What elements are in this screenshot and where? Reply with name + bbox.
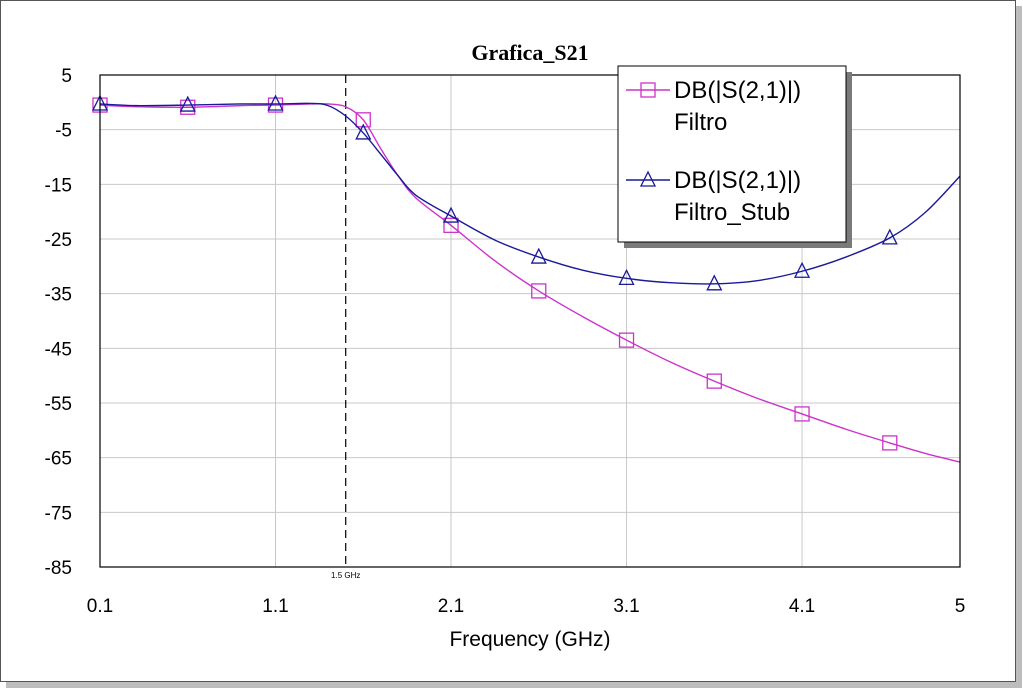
- marker-line: 1.5 GHz: [331, 75, 360, 580]
- x-tick-label: 3.1: [613, 596, 639, 617]
- data-point: [355, 123, 372, 140]
- x-tick-label: 4.1: [789, 596, 815, 617]
- data-point: [706, 373, 722, 389]
- x-tick-label: 1.1: [262, 596, 288, 617]
- legend-label: DB(|S(2,1)|): [674, 77, 801, 104]
- series-2: [91, 94, 961, 291]
- legend[interactable]: DB(|S(2,1)|) Filtro DB(|S(2,1)|) Filtro_Stu…: [617, 65, 852, 248]
- y-tick-label: -85: [45, 558, 72, 579]
- x-tick-labels: 0.1 1.1 2.1 3.1 4.1 5: [87, 596, 966, 617]
- y-tick-label: -55: [45, 394, 72, 415]
- y-tick-label: -35: [45, 285, 72, 306]
- data-point: [881, 228, 898, 245]
- y-tick-label: 5: [61, 66, 72, 87]
- series-line: [99, 103, 961, 463]
- data-point: [618, 332, 635, 348]
- legend-swatch-marker: [639, 170, 657, 187]
- data-point: [179, 95, 196, 112]
- legend-label: DB(|S(2,1)|): [674, 167, 801, 194]
- legend-box: [617, 65, 847, 243]
- data-point: [267, 97, 284, 113]
- y-tick-label: -65: [45, 449, 72, 470]
- chart-title: Grafica_S21: [471, 40, 588, 65]
- data-point: [267, 94, 284, 111]
- data-point: [794, 406, 810, 422]
- data-point: [442, 206, 460, 223]
- data-point: [180, 99, 196, 115]
- marker-label: 1.5 GHz: [331, 571, 360, 580]
- x-tick-label: 0.1: [87, 596, 113, 617]
- plot-area-border: [99, 74, 961, 568]
- legend-label: Filtro: [674, 109, 727, 136]
- data-point: [531, 283, 547, 299]
- y-tick-label: -5: [55, 121, 72, 142]
- y-tick-label: -45: [45, 339, 72, 360]
- y-tick-label: -15: [45, 175, 72, 196]
- data-point: [793, 261, 811, 278]
- x-axis-label: Frequency (GHz): [449, 628, 610, 651]
- series-line: [99, 102, 961, 285]
- x-tick-label: 2.1: [438, 596, 464, 617]
- series-group: [91, 94, 961, 463]
- data-point: [882, 435, 898, 451]
- y-tick-label: -25: [45, 230, 72, 251]
- y-tick-label: -75: [45, 503, 72, 524]
- legend-swatch-marker: [640, 82, 656, 98]
- data-point: [355, 112, 371, 128]
- data-point: [618, 268, 635, 286]
- data-point: [443, 217, 459, 233]
- x-tick-label: 5: [955, 596, 966, 617]
- data-point: [706, 274, 723, 291]
- legend-label: Filtro_Stub: [674, 199, 790, 226]
- y-tick-labels: 5 -5 -15 -25 -35 -45 -55 -65 -75 -85: [45, 66, 72, 579]
- data-point: [530, 247, 547, 264]
